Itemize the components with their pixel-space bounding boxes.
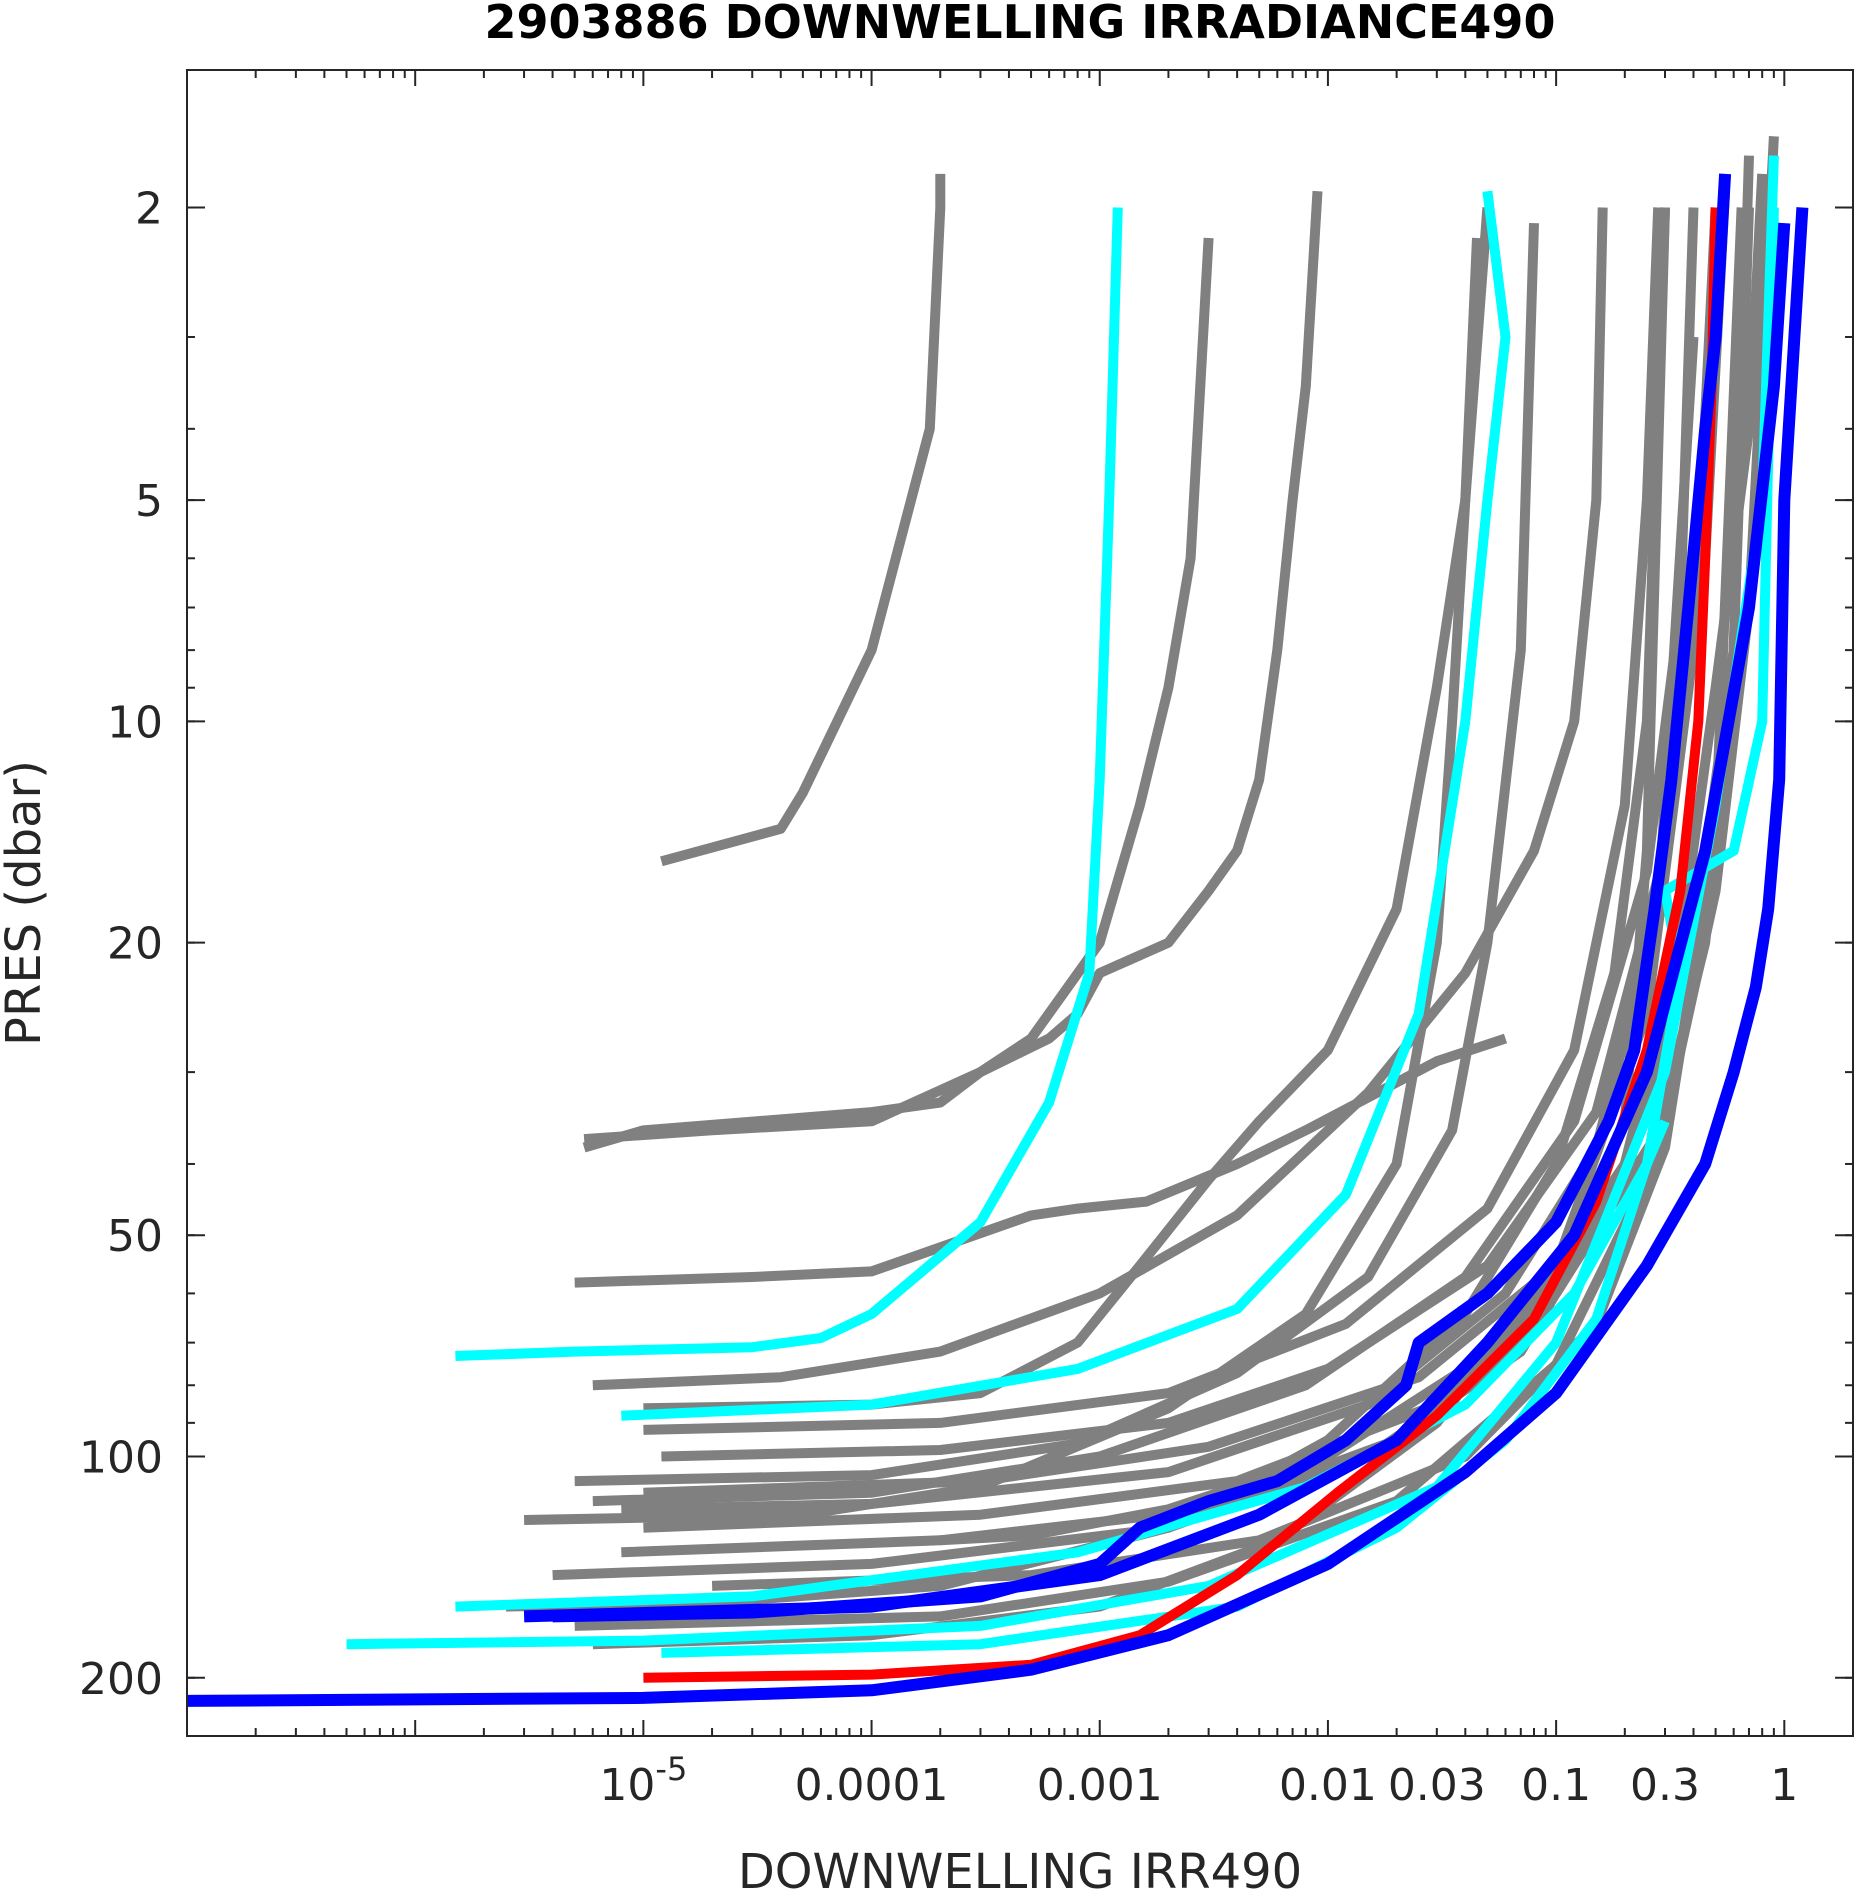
- x-tick-label: 10-5: [599, 1750, 687, 1811]
- x-tick-label: 0.001: [1037, 1760, 1163, 1811]
- x-tick-label: 0.0001: [795, 1760, 949, 1811]
- profile-line-blue-29: [523, 222, 1791, 1623]
- profile-line-grey-5: [643, 207, 1493, 1414]
- profile-line-grey-6: [592, 207, 1608, 1391]
- y-tick-label: 10: [107, 697, 163, 748]
- y-tick-label: 2: [135, 184, 163, 235]
- x-tick-label: 1: [1770, 1760, 1798, 1811]
- y-tick-label: 5: [135, 476, 163, 527]
- x-tick-label-base: 10: [599, 1760, 655, 1811]
- x-tick-label: 0.1: [1521, 1760, 1591, 1811]
- y-axis-label: PRES (dbar): [0, 760, 52, 1046]
- y-tick-label: 100: [79, 1432, 163, 1483]
- x-tick-label: 0.03: [1388, 1760, 1486, 1811]
- profile-line-grey-18: [643, 207, 1664, 1435]
- x-axis-label: DOWNWELLING IRR490: [738, 1844, 1302, 1896]
- y-tick-label: 20: [107, 919, 163, 970]
- profile-line-grey-7: [574, 222, 1539, 1487]
- y-tick-label: 200: [79, 1654, 163, 1705]
- profile-line-blue-28: [552, 173, 1732, 1623]
- profile-line-grey-20: [643, 207, 1670, 1498]
- x-tick-label-exponent: -5: [655, 1750, 687, 1788]
- plot-frame: [186, 69, 1854, 1737]
- x-tick-label: 0.01: [1279, 1760, 1377, 1811]
- profile-line-cyan-22: [455, 207, 1123, 1361]
- series-layer: [186, 136, 1809, 1707]
- profile-line-grey-3: [583, 190, 1323, 1145]
- profile-line-cyan-25: [455, 207, 1779, 1612]
- x-tick-label: 0.3: [1630, 1760, 1700, 1811]
- profile-line-blue-27: [186, 207, 1809, 1707]
- profile-line-grey-2: [582, 237, 1214, 1153]
- profile-line-cyan-23: [621, 190, 1511, 1421]
- profile-line-grey-17: [661, 190, 1731, 1462]
- chart-title: 2903886 DOWNWELLING IRRADIANCE490: [485, 0, 1556, 49]
- y-tick-label: 50: [107, 1211, 163, 1262]
- profile-line-grey-1: [660, 173, 946, 867]
